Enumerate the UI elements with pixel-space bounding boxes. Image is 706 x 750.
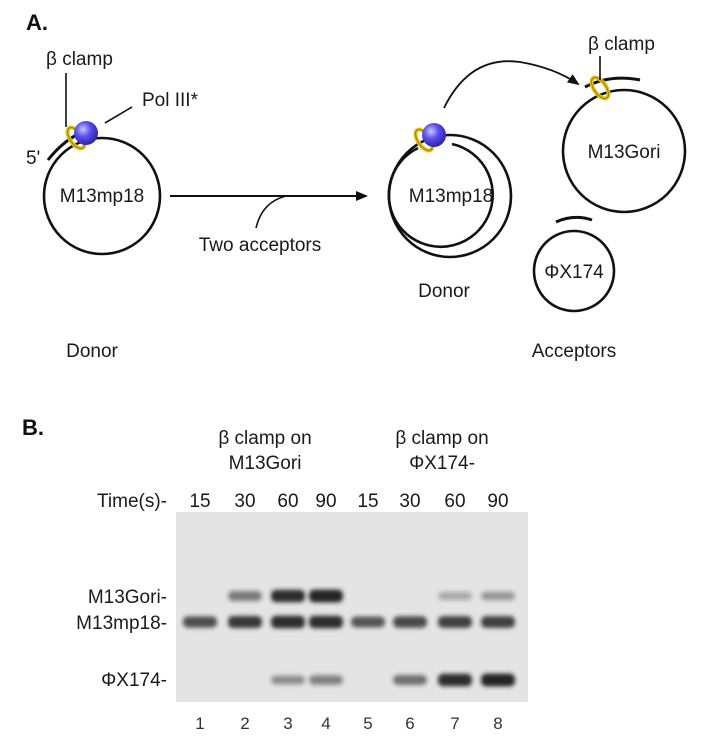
band-m13mp18-lane-2: [228, 615, 262, 629]
band-m13gori-lane-4: [309, 589, 343, 603]
band-m13mp18-lane-6: [393, 616, 427, 628]
beta-clamp-label: β clamp: [46, 49, 113, 70]
acceptor-m13gori-label: M13Gori: [588, 142, 661, 163]
row-label-m13gori: M13Gori-: [88, 587, 167, 608]
band-m13gori-lane-2: [228, 591, 262, 601]
group2-heading-line2: ΦX174-: [409, 453, 475, 474]
group1-heading-line2: M13Gori: [229, 453, 302, 474]
band-phix174-lane-6: [393, 675, 427, 685]
acceptors-caption: Acceptors: [532, 341, 616, 362]
time-label-lane-7: 60: [444, 491, 465, 512]
band-m13gori-lane-7: [438, 592, 472, 600]
pol-label: Pol III*: [142, 90, 199, 111]
lane-number-4: 4: [321, 714, 330, 733]
time-label-lane-4: 90: [315, 491, 336, 512]
donor-right-caption: Donor: [418, 281, 470, 302]
band-phix174-lane-3: [271, 675, 305, 685]
clamp-transfer-arrow: [443, 60, 580, 109]
lane-number-5: 5: [363, 714, 372, 733]
arrow-label: Two acceptors: [199, 235, 322, 256]
donor-left-diagram: β clamp Pol III* 5' M13mp18 Donor: [26, 49, 199, 362]
time-label-lane-8: 90: [487, 491, 508, 512]
band-m13mp18-lane-5: [351, 616, 385, 628]
band-m13mp18-lane-8: [481, 616, 515, 628]
gel-background: [176, 512, 528, 702]
time-label-lane-3: 60: [277, 491, 298, 512]
row-label-m13mp18: M13mp18-: [76, 613, 167, 634]
group2-heading-line1: β clamp on: [395, 428, 488, 449]
arrow-label-leader: [255, 195, 287, 229]
donor-right-inner-strand: [387, 142, 495, 248]
time-axis-label: Time(s)-: [97, 491, 167, 512]
five-prime-label: 5': [26, 148, 40, 169]
donor-right-circle-label: M13mp18: [409, 186, 494, 207]
band-m13mp18-lane-7: [438, 616, 472, 628]
acceptor-m13gori-diagram: β clamp M13Gori: [561, 34, 687, 214]
pol-leader: [104, 106, 133, 124]
beta-clamp-icon: [589, 75, 611, 101]
lane-number-7: 7: [450, 714, 459, 733]
transfer-arrow: Two acceptors: [170, 191, 368, 256]
acceptor-m13gori-circle: [561, 88, 687, 214]
acceptor-primer-strand: [584, 76, 641, 89]
donor-left-circle-label: M13mp18: [60, 186, 145, 207]
lane-number-6: 6: [405, 714, 414, 733]
acceptor-phix174-circle: [532, 229, 616, 313]
donor-left-circle: [42, 136, 162, 256]
time-label-lane-2: 30: [234, 491, 255, 512]
polymerase-icon: [422, 123, 446, 147]
acceptor-phix174-diagram: ΦX174: [532, 215, 616, 313]
lane-number-1: 1: [195, 714, 204, 733]
time-label-lane-5: 15: [357, 491, 378, 512]
row-label-phix174: ΦX174-: [101, 670, 167, 691]
lane-number-3: 3: [283, 714, 292, 733]
donor-right-diagram: M13mp18 Donor: [387, 123, 513, 302]
panel-b-label: B.: [22, 415, 44, 440]
time-label-lane-1: 15: [189, 491, 210, 512]
band-m13mp18-lane-1: [183, 616, 217, 628]
donor-left-caption: Donor: [66, 341, 118, 362]
band-phix174-lane-7: [438, 673, 472, 687]
band-m13mp18-lane-3: [271, 615, 305, 629]
acceptor-phix174-primer: [555, 215, 593, 224]
band-phix174-lane-8: [481, 673, 515, 687]
lane-number-8: 8: [493, 714, 502, 733]
polymerase-icon: [74, 121, 98, 145]
gel-lanes: [183, 589, 515, 687]
band-m13gori-lane-8: [481, 591, 515, 601]
panel-a-label: A.: [26, 10, 48, 35]
acceptor-phix174-label: ΦX174: [544, 262, 604, 283]
band-m13gori-lane-3: [271, 589, 305, 603]
band-phix174-lane-4: [309, 675, 343, 685]
group1-heading-line1: β clamp on: [218, 428, 311, 449]
acceptor-beta-clamp-label: β clamp: [588, 34, 655, 55]
time-label-lane-6: 30: [399, 491, 420, 512]
band-m13mp18-lane-4: [309, 615, 343, 629]
lane-number-2: 2: [240, 714, 249, 733]
